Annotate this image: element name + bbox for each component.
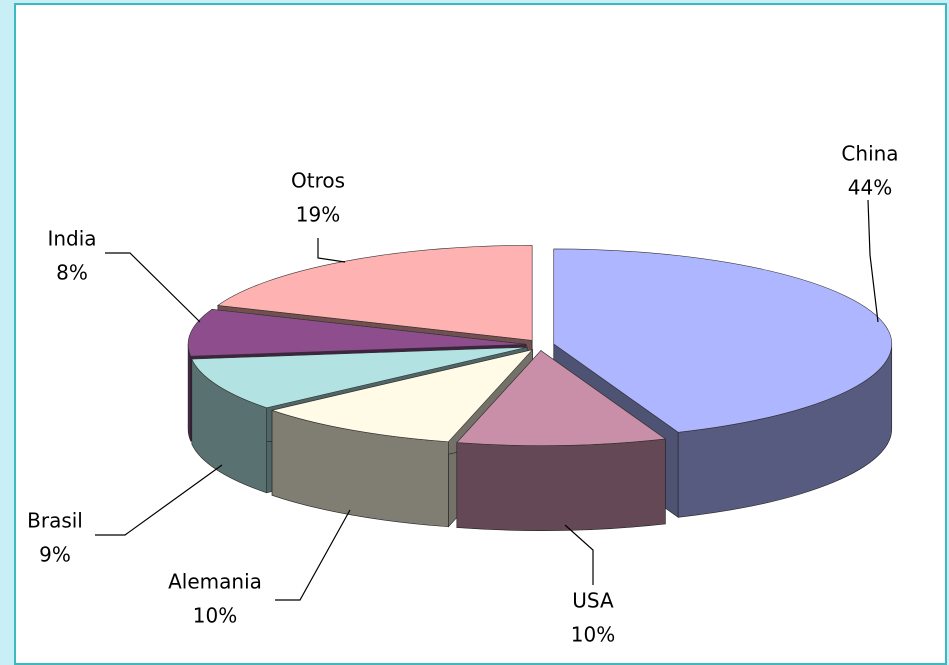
slice-value-label: 44%	[848, 176, 892, 200]
leader-line	[564, 524, 594, 585]
slice-value-label: 10%	[571, 623, 615, 647]
slice-value-label: 9%	[39, 543, 71, 567]
slice-label: China	[841, 142, 898, 166]
slice	[187, 309, 527, 357]
slice-wall	[187, 344, 192, 442]
slice-label: India	[47, 227, 96, 251]
pie	[187, 245, 893, 531]
leader-line	[317, 238, 346, 263]
leader-line	[867, 199, 879, 323]
slice-wall	[456, 438, 666, 531]
slice-label: Brasil	[27, 509, 83, 533]
slice	[456, 350, 667, 446]
slice	[553, 248, 893, 433]
leader-line	[105, 252, 201, 323]
leader-line	[95, 464, 223, 536]
slice-label: Otros	[291, 169, 345, 193]
slice	[270, 349, 534, 443]
labels: China 44% USA 10% Alemania 10% Brasil 9% India 8%…	[27, 142, 898, 647]
slice-label: Alemania	[168, 570, 262, 594]
leader-line	[275, 509, 351, 601]
slice	[191, 346, 528, 409]
slice-value-label: 19%	[296, 203, 340, 227]
slice-value-label: 8%	[56, 261, 88, 285]
slice-label: USA	[572, 589, 614, 613]
slice-value-label: 10%	[193, 604, 237, 628]
